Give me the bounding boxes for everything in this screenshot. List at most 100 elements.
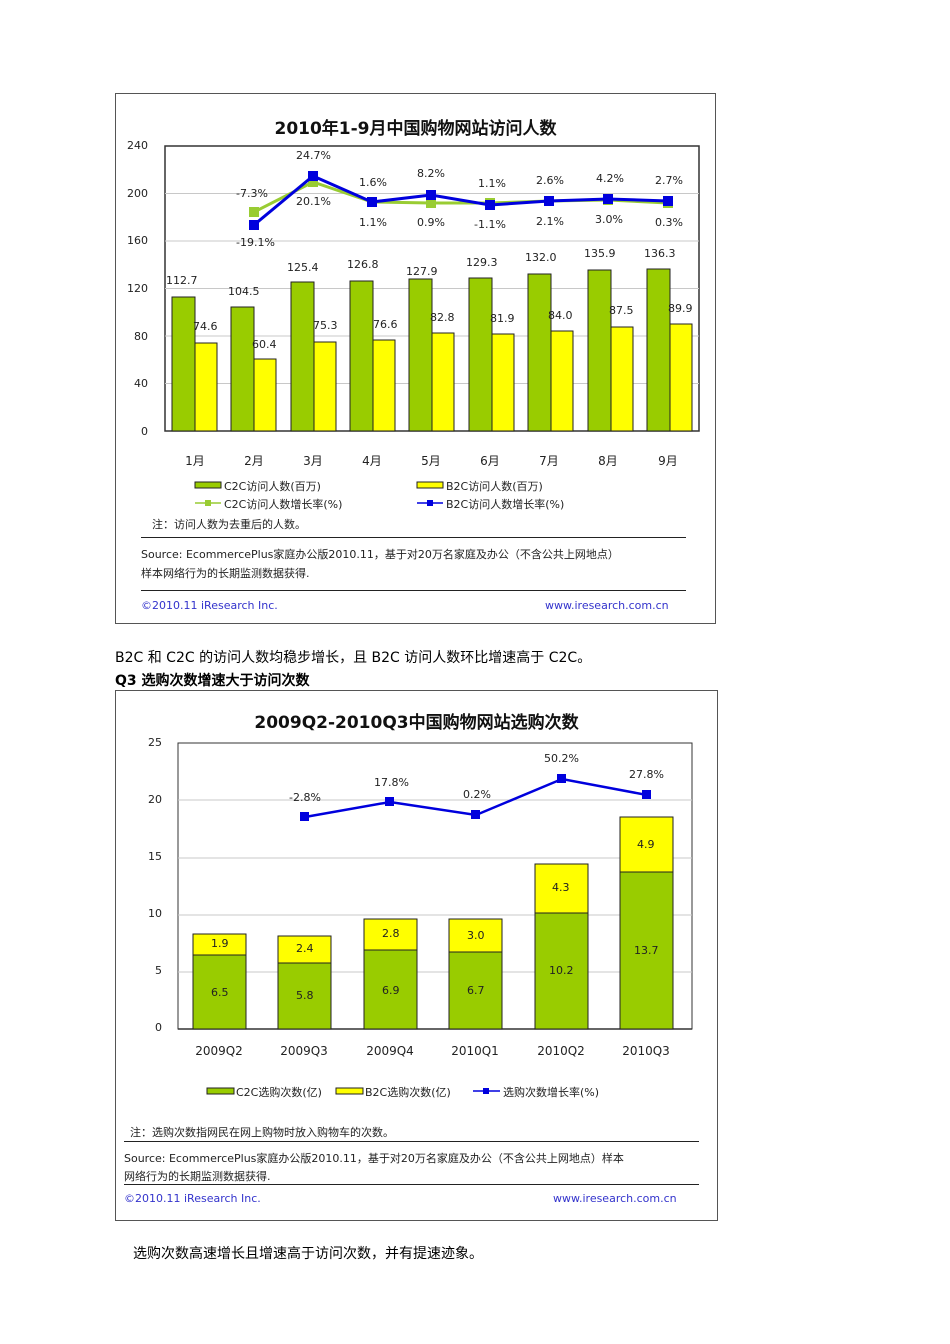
b2c-growth-label: 8.2% — [417, 167, 445, 180]
chart1-source-line1: Source: EcommercePlus家庭办公版2010.11，基于对20万… — [141, 548, 619, 561]
divider — [124, 1184, 699, 1185]
b2c-growth-label: 1.1% — [478, 177, 506, 190]
x-label: 8月 — [598, 454, 618, 468]
b2c-value-label: 4.9 — [637, 838, 655, 851]
x-label: 3月 — [303, 454, 323, 468]
x-label: 2月 — [244, 454, 264, 468]
c2c-value-label: 6.9 — [382, 984, 400, 997]
y-tick: 10 — [148, 907, 162, 920]
c2c-value-label: 125.4 — [287, 261, 319, 274]
b2c-value-label: 60.4 — [252, 338, 277, 351]
b2c-value-label: 74.6 — [193, 320, 218, 333]
chart2-source-line1: Source: EcommercePlus家庭办公版2010.11，基于对20万… — [124, 1152, 624, 1165]
chart2-title: 2009Q2-2010Q3中国购物网站选购次数 — [254, 713, 579, 733]
x-label: 2010Q1 — [451, 1044, 499, 1058]
chart1-copyright: ©2010.11 iResearch Inc. — [141, 599, 278, 612]
c2c-value-label: 13.7 — [634, 944, 659, 957]
x-label: 5月 — [421, 454, 441, 468]
x-label: 6月 — [480, 454, 500, 468]
b2c-growth-label: 4.2% — [596, 172, 624, 185]
y-tick: 25 — [148, 736, 162, 749]
y-tick: 200 — [127, 187, 148, 200]
b2c-value-label: 76.6 — [373, 318, 398, 331]
c2c-value-label: 112.7 — [166, 274, 198, 287]
c2c-growth-label: -1.1% — [474, 218, 506, 231]
x-label: 7月 — [539, 454, 559, 468]
b2c-value-label: 2.8 — [382, 927, 400, 940]
b2c-value-label: 84.0 — [548, 309, 573, 322]
b2c-value-label: 2.4 — [296, 942, 314, 955]
b2c-value-label: 75.3 — [313, 319, 338, 332]
growth-label: 27.8% — [629, 768, 664, 781]
y-tick: 120 — [127, 282, 148, 295]
x-label: 2009Q2 — [195, 1044, 243, 1058]
c2c-value-label: 6.7 — [467, 984, 485, 997]
b2c-value-label: 87.5 — [609, 304, 634, 317]
c2c-value-label: 127.9 — [406, 265, 438, 278]
x-label: 9月 — [658, 454, 678, 468]
chart1-source-line2: 样本网络行为的长期监测数据获得. — [141, 567, 310, 580]
y-tick: 160 — [127, 234, 148, 247]
chart2-note: 注：选购次数指网民在网上购物时放入购物车的次数。 — [130, 1126, 394, 1139]
c2c-value-label: 126.8 — [347, 258, 379, 271]
x-label: 2009Q4 — [366, 1044, 414, 1058]
legend-c2c-line: C2C访问人数增长率(%) — [224, 498, 343, 511]
divider — [141, 537, 686, 538]
paragraph-2: 选购次数高速增长且增速高于访问次数，并有提速迹象。 — [133, 1246, 483, 1262]
y-tick: 0 — [155, 1021, 162, 1034]
c2c-value-label: 129.3 — [466, 256, 498, 269]
chart2-source-line2: 网络行为的长期监测数据获得. — [124, 1170, 271, 1183]
b2c-value-label: 4.3 — [552, 881, 570, 894]
y-tick: 240 — [127, 139, 148, 152]
legend-growth-line: 选购次数增长率(%) — [503, 1086, 600, 1099]
c2c-value-label: 135.9 — [584, 247, 616, 260]
chart1-note: 注：访问人数为去重后的人数。 — [152, 518, 306, 531]
b2c-growth-label: 24.7% — [296, 149, 331, 162]
b2c-growth-label: 1.6% — [359, 176, 387, 189]
y-tick: 40 — [134, 377, 148, 390]
c2c-value-label: 5.8 — [296, 989, 314, 1002]
b2c-value-label: 1.9 — [211, 937, 229, 950]
y-tick: 15 — [148, 850, 162, 863]
x-label: 4月 — [362, 454, 382, 468]
chart1-title: 2010年1-9月中国购物网站访问人数 — [274, 119, 557, 139]
chart2-copyright: ©2010.11 iResearch Inc. — [124, 1192, 261, 1205]
c2c-growth-label: -7.3% — [236, 187, 268, 200]
paragraph-1: B2C 和 C2C 的访问人数均稳步增长，且 B2C 访问人数环比增速高于 C2… — [115, 650, 592, 666]
y-tick: 80 — [134, 330, 148, 343]
c2c-growth-label: 3.0% — [595, 213, 623, 226]
c2c-growth-label: 1.1% — [359, 216, 387, 229]
growth-label: 0.2% — [463, 788, 491, 801]
section-heading: Q3 选购次数增速大于访问次数 — [115, 673, 310, 689]
x-label: 2010Q2 — [537, 1044, 585, 1058]
b2c-value-label: 3.0 — [467, 929, 485, 942]
divider — [141, 590, 686, 591]
c2c-growth-label: 0.9% — [417, 216, 445, 229]
b2c-growth-label: -19.1% — [236, 236, 275, 249]
b2c-value-label: 82.8 — [430, 311, 455, 324]
legend-b2c-bar: B2C选购次数(亿) — [365, 1086, 451, 1099]
b2c-value-label: 89.9 — [668, 302, 693, 315]
chart1-website-link[interactable]: www.iresearch.com.cn — [545, 599, 669, 612]
chart2-website-link[interactable]: www.iresearch.com.cn — [553, 1192, 677, 1205]
x-label: 2010Q3 — [622, 1044, 670, 1058]
legend-b2c-line: B2C访问人数增长率(%) — [446, 498, 565, 511]
legend-b2c-bar: B2C访问人数(百万) — [446, 480, 543, 493]
legend-c2c-bar: C2C访问人数(百万) — [224, 480, 321, 493]
b2c-value-label: 81.9 — [490, 312, 515, 325]
y-tick: 20 — [148, 793, 162, 806]
y-tick: 0 — [141, 425, 148, 438]
c2c-value-label: 136.3 — [644, 247, 676, 260]
c2c-value-label: 132.0 — [525, 251, 557, 264]
c2c-growth-label: 0.3% — [655, 216, 683, 229]
c2c-growth-label: 20.1% — [296, 195, 331, 208]
growth-label: -2.8% — [289, 791, 321, 804]
x-label: 1月 — [185, 454, 205, 468]
c2c-value-label: 10.2 — [549, 964, 574, 977]
growth-label: 17.8% — [374, 776, 409, 789]
c2c-value-label: 104.5 — [228, 285, 260, 298]
